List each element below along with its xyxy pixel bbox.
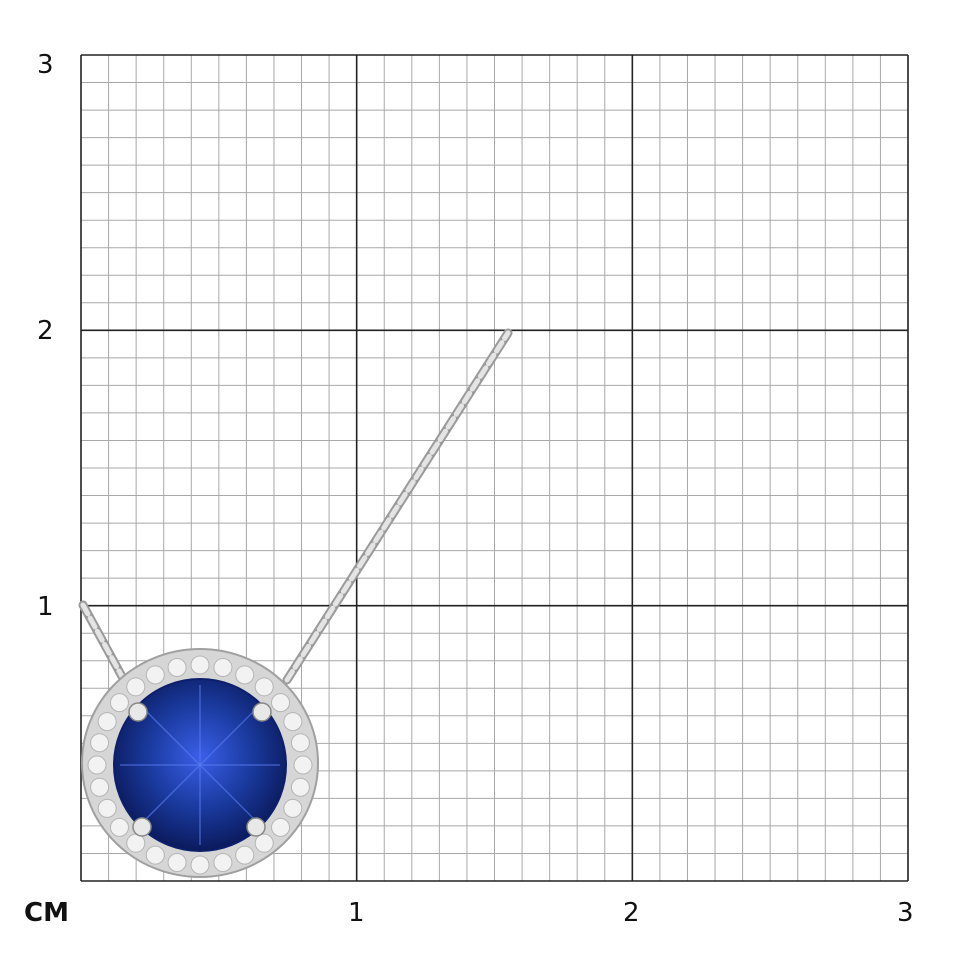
halo-diamond <box>271 693 291 713</box>
chain-links <box>284 330 511 683</box>
halo-diamond <box>126 677 146 697</box>
halo-diamond <box>109 817 129 837</box>
x-tick-2: 2 <box>623 898 640 928</box>
sapphire-facet <box>199 764 258 823</box>
halo-diamond <box>235 845 255 865</box>
halo-diamond <box>293 755 313 775</box>
halo-diamond <box>213 658 233 678</box>
halo-diamond <box>290 733 310 753</box>
halo-diamond <box>97 798 117 818</box>
x-tick-3: 3 <box>897 898 914 928</box>
halo-diamond <box>145 845 165 865</box>
sapphire-facet <box>142 764 201 823</box>
y-tick-3: 3 <box>37 50 54 80</box>
sapphire-facet <box>142 707 201 766</box>
prong <box>132 817 152 837</box>
halo-diamond <box>190 655 210 675</box>
prong <box>246 817 266 837</box>
chain-links <box>80 602 128 685</box>
halo-diamond <box>97 712 117 732</box>
halo-diamond <box>90 733 110 753</box>
y-tick-2: 2 <box>37 316 54 346</box>
halo-diamond <box>190 855 210 875</box>
prong <box>128 702 148 722</box>
unit-label: CM <box>24 898 69 928</box>
y-tick-1: 1 <box>37 592 54 622</box>
halo-diamond <box>145 665 165 685</box>
halo-diamond <box>283 798 303 818</box>
halo-diamond <box>290 777 310 797</box>
halo-diamond <box>235 665 255 685</box>
halo-diamond <box>283 712 303 732</box>
halo-diamond <box>126 833 146 853</box>
halo-diamond <box>90 777 110 797</box>
halo-diamond <box>271 817 291 837</box>
halo-diamond <box>109 693 129 713</box>
halo-diamond <box>213 852 233 872</box>
halo-diamond <box>254 677 274 697</box>
sapphire-facet <box>199 707 258 766</box>
halo-diamond <box>254 833 274 853</box>
halo-diamond <box>87 755 107 775</box>
prong <box>252 702 272 722</box>
halo-diamond <box>167 852 187 872</box>
x-tick-1: 1 <box>348 898 365 928</box>
halo-diamond <box>167 658 187 678</box>
